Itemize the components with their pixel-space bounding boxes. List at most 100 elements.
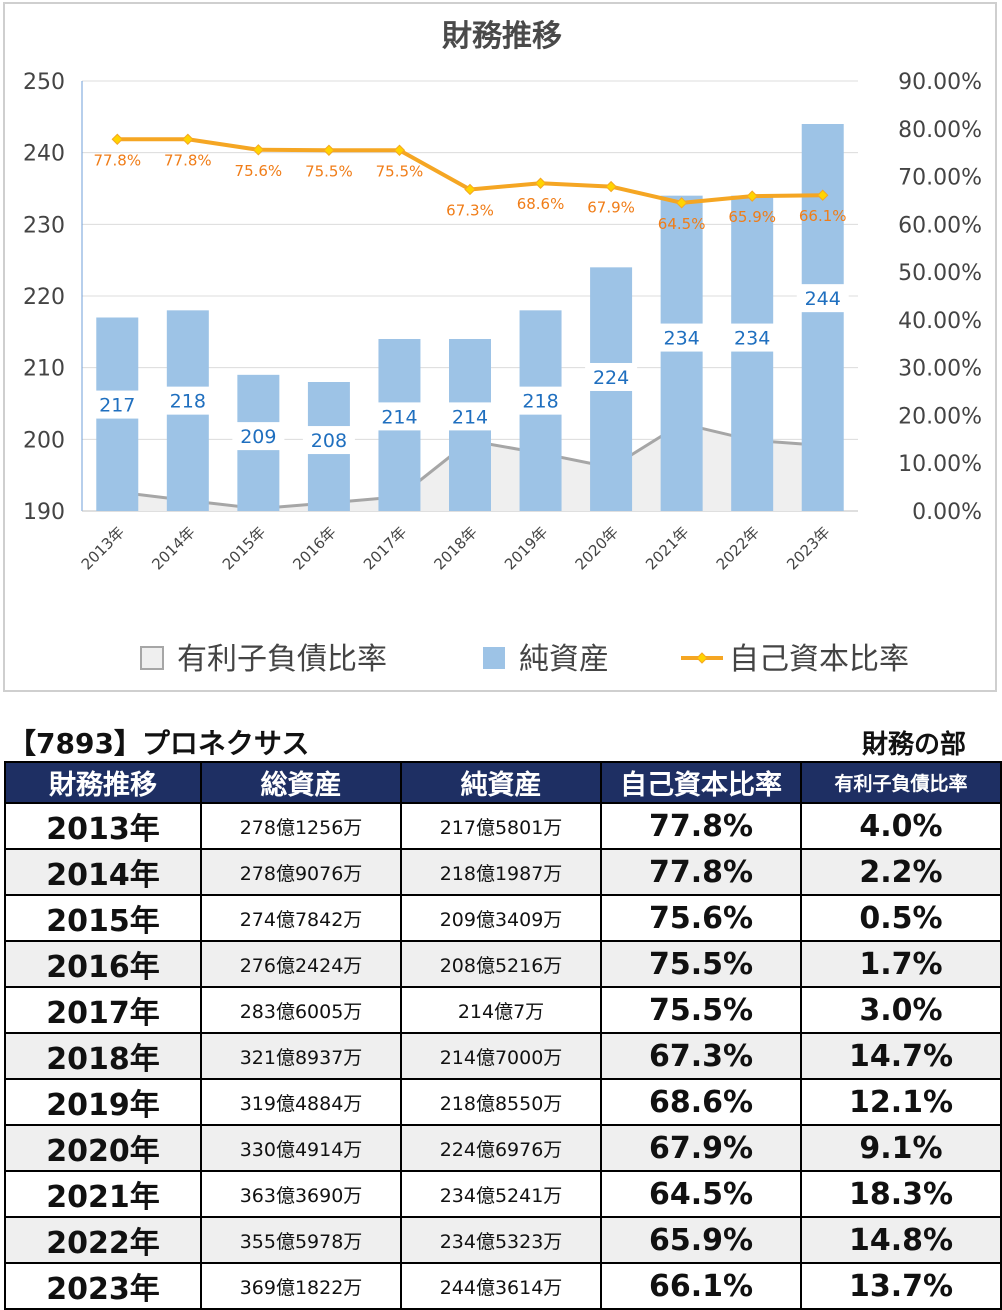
equity-ratio-point bbox=[182, 133, 194, 145]
bar-data-label: 217 bbox=[99, 395, 135, 417]
cell-total-assets: 278億9076万 bbox=[200, 848, 402, 896]
header-period: 財務推移 bbox=[4, 761, 202, 804]
table-row: 2021年 363億3690万 234億5241万 64.5% 18.3% bbox=[4, 1170, 1002, 1218]
cell-equity-ratio: 77.8% bbox=[600, 802, 802, 850]
financial-table: 財務推移 総資産 純資産 自己資本比率 有利子負債比率 2013年 278億125… bbox=[4, 761, 1002, 1310]
chart-title: 財務推移 bbox=[442, 19, 562, 54]
y-right-tick-label: 20.00% bbox=[898, 404, 982, 429]
cell-equity-ratio: 65.9% bbox=[600, 1216, 802, 1264]
cell-net-assets: 214億7000万 bbox=[400, 1032, 602, 1080]
table-row: 2022年 355億5978万 234億5323万 65.9% 14.8% bbox=[4, 1216, 1002, 1264]
cell-net-assets: 244億3614万 bbox=[400, 1262, 602, 1310]
x-tick-label: 2023年 bbox=[783, 523, 833, 573]
line-data-label: 67.3% bbox=[446, 201, 494, 219]
x-tick-label: 2022年 bbox=[713, 523, 763, 573]
y-left-tick-label: 220 bbox=[23, 285, 65, 310]
cell-year: 2016年 bbox=[4, 940, 202, 988]
cell-year: 2021年 bbox=[4, 1170, 202, 1218]
cell-year: 2013年 bbox=[4, 802, 202, 850]
line-data-label: 75.5% bbox=[376, 162, 424, 180]
bar-label-bg bbox=[726, 323, 779, 352]
bar-label-bg bbox=[796, 284, 849, 313]
table-row: 2013年 278億1256万 217億5801万 77.8% 4.0% bbox=[4, 802, 1002, 850]
cell-total-assets: 369億1822万 bbox=[200, 1262, 402, 1310]
cell-net-assets: 224億6976万 bbox=[400, 1124, 602, 1172]
cell-total-assets: 321億8937万 bbox=[200, 1032, 402, 1080]
line-data-label: 67.9% bbox=[587, 199, 635, 217]
bar-data-label: 218 bbox=[170, 391, 206, 413]
cell-equity-ratio: 75.5% bbox=[600, 986, 802, 1034]
cell-equity-ratio: 75.5% bbox=[600, 940, 802, 988]
cell-equity-ratio: 67.3% bbox=[600, 1032, 802, 1080]
cell-total-assets: 330億4914万 bbox=[200, 1124, 402, 1172]
y-right-tick-label: 0.00% bbox=[912, 500, 982, 525]
y-left-tick-label: 190 bbox=[23, 500, 65, 525]
table-row: 2023年 369億1822万 244億3614万 66.1% 13.7% bbox=[4, 1262, 1002, 1310]
cell-debt-ratio: 9.1% bbox=[800, 1124, 1002, 1172]
header-total-assets: 総資産 bbox=[200, 761, 402, 804]
x-tick-label: 2014年 bbox=[148, 523, 198, 573]
x-tick-label: 2018年 bbox=[430, 523, 480, 573]
chart-frame: 財務推移 250 240 230 220 210 200 190 90.00% 80.00% 70.… bbox=[3, 2, 997, 692]
cell-debt-ratio: 4.0% bbox=[800, 802, 1002, 850]
header-net-assets: 純資産 bbox=[400, 761, 602, 804]
bar-data-label: 214 bbox=[381, 406, 417, 428]
cell-debt-ratio: 1.7% bbox=[800, 940, 1002, 988]
cell-equity-ratio: 66.1% bbox=[600, 1262, 802, 1310]
header-equity-ratio: 自己資本比率 bbox=[600, 761, 802, 804]
stock-title: 【7893】プロネクサス bbox=[8, 727, 310, 760]
line-data-label: 66.1% bbox=[799, 207, 847, 225]
cell-total-assets: 355億5978万 bbox=[200, 1216, 402, 1264]
bar-data-label: 209 bbox=[240, 426, 276, 448]
legend-label-debt-ratio: 有利子負債比率 bbox=[177, 642, 387, 677]
cell-debt-ratio: 0.5% bbox=[800, 894, 1002, 942]
cell-net-assets: 234億5323万 bbox=[400, 1216, 602, 1264]
bar-label-bg bbox=[373, 402, 426, 431]
cell-year: 2018年 bbox=[4, 1032, 202, 1080]
cell-net-assets: 218億1987万 bbox=[400, 848, 602, 896]
legend-marker-equity-ratio bbox=[696, 652, 708, 664]
cell-net-assets: 214億7万 bbox=[400, 986, 602, 1034]
bar-label-bg bbox=[655, 323, 708, 352]
legend-label-equity-ratio: 自己資本比率 bbox=[729, 642, 909, 677]
equity-ratio-point bbox=[534, 177, 547, 189]
bar-label-bg bbox=[161, 386, 214, 415]
stock-header: 【7893】プロネクサス 財務の部 bbox=[8, 722, 998, 760]
cell-net-assets: 208億5216万 bbox=[400, 940, 602, 988]
y-right-tick-label: 10.00% bbox=[898, 452, 982, 477]
section-title: 財務の部 bbox=[861, 730, 966, 760]
table-row: 2018年 321億8937万 214億7000万 67.3% 14.7% bbox=[4, 1032, 1002, 1080]
cell-year: 2023年 bbox=[4, 1262, 202, 1310]
cell-debt-ratio: 14.7% bbox=[800, 1032, 1002, 1080]
x-tick-label: 2021年 bbox=[642, 523, 692, 573]
cell-debt-ratio: 18.3% bbox=[800, 1170, 1002, 1218]
cell-net-assets: 218億8550万 bbox=[400, 1078, 602, 1126]
table-row: 2020年 330億4914万 224億6976万 67.9% 9.1% bbox=[4, 1124, 1002, 1172]
line-data-label: 75.6% bbox=[235, 162, 283, 180]
cell-year: 2017年 bbox=[4, 986, 202, 1034]
y-left-tick-label: 240 bbox=[23, 142, 65, 167]
bar-data-label: 214 bbox=[452, 406, 488, 428]
bar-net-assets bbox=[801, 124, 844, 511]
bar-data-label: 234 bbox=[734, 328, 770, 350]
y-right-tick-label: 70.00% bbox=[898, 166, 982, 191]
cell-year: 2020年 bbox=[4, 1124, 202, 1172]
header-debt-ratio: 有利子負債比率 bbox=[800, 761, 1002, 804]
equity-ratio-point bbox=[746, 190, 758, 202]
cell-net-assets: 234億5241万 bbox=[400, 1170, 602, 1218]
cell-year: 2022年 bbox=[4, 1216, 202, 1264]
bar-net-assets bbox=[731, 195, 774, 511]
table-row: 2019年 319億4884万 218億8550万 68.6% 12.1% bbox=[4, 1078, 1002, 1126]
cell-debt-ratio: 14.8% bbox=[800, 1216, 1002, 1264]
y-right-tick-label: 60.00% bbox=[898, 213, 982, 238]
cell-net-assets: 209億3409万 bbox=[400, 894, 602, 942]
bar-label-bg bbox=[91, 390, 144, 419]
cell-equity-ratio: 67.9% bbox=[600, 1124, 802, 1172]
cell-year: 2014年 bbox=[4, 848, 202, 896]
line-data-label: 68.6% bbox=[517, 195, 565, 213]
bar-data-label: 218 bbox=[522, 391, 558, 413]
legend-swatch-debt-ratio bbox=[140, 646, 164, 670]
cell-debt-ratio: 13.7% bbox=[800, 1262, 1002, 1310]
line-data-label: 75.5% bbox=[305, 162, 353, 180]
cell-equity-ratio: 68.6% bbox=[600, 1078, 802, 1126]
